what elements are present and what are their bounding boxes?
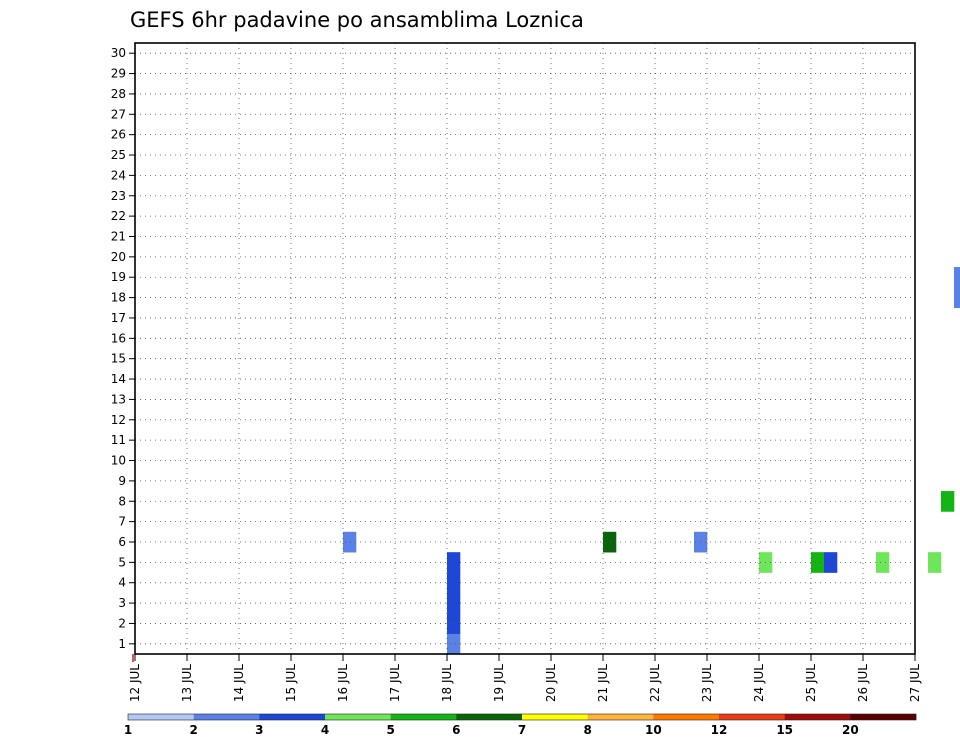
x-tick-label: 23 JUL [700,664,714,702]
colorbar-swatch [784,714,851,720]
colorbar-swatch [390,714,457,720]
colorbar-swatch [259,714,326,720]
y-tick-label: 21 [111,229,126,243]
y-tick-label: 17 [111,311,126,325]
colorbar-swatch [522,714,588,720]
heatmap-cell [343,531,357,553]
colorbar-swatch [850,714,917,720]
x-tick-label: 25 JUL [804,664,818,702]
x-tick-label: 22 JUL [648,664,662,702]
chart-title: GEFS 6hr padavine po ansamblima Loznica [130,8,584,32]
x-tick-label: 12 JUL [128,664,142,702]
colorbar-label: 20 [842,723,859,737]
x-tick-label: 17 JUL [388,664,402,702]
y-tick-label: 5 [118,555,126,569]
colorbar-swatch [325,714,391,720]
colorbar-swatch [587,714,654,720]
heatmap-cell [954,267,960,288]
colorbar-label: 10 [645,723,662,737]
colorbar-swatch [193,714,260,720]
y-tick-label: 12 [111,413,126,427]
heatmap-cell [447,633,461,655]
heatmap-cell [876,552,890,573]
x-tick-label: 13 JUL [180,664,194,702]
y-tick-label: 10 [111,454,126,468]
x-tick-label: 24 JUL [752,664,766,702]
y-tick-label: 22 [111,209,126,223]
y-tick-label: 20 [111,250,126,264]
x-tick-label: 26 JUL [856,664,870,702]
y-tick-label: 18 [111,291,126,305]
x-tick-label: 19 JUL [492,664,506,702]
colorbar-label: 12 [711,723,728,737]
heatmap-cell [447,552,461,573]
colorbar: 1 2 3 4 5 6 7 8 10 12 15 20 [124,713,917,737]
x-tick-label: 27 JUL [908,664,922,702]
y-tick-label: 23 [111,189,126,203]
plot-frame [134,42,916,655]
y-tick-label: 29 [111,67,126,81]
heatmap-cell [811,552,825,573]
y-tick-label: 25 [111,148,126,162]
y-tick-label: 14 [111,372,126,386]
y-tick-label: 19 [111,270,126,284]
colorbar-frame [127,713,917,721]
x-tick-label: 15 JUL [284,664,298,702]
heatmap-cell [447,572,461,594]
colorbar-label: 1 [124,723,132,737]
colorbar-label: 15 [776,723,793,737]
y-tick-label: 13 [111,392,126,406]
colorbar-swatch [456,714,523,720]
colorbar-swatch [719,714,785,720]
heatmap-cell [941,491,955,512]
y-tick-label: 26 [111,128,126,142]
x-axis-ticks: 12 JUL 13 JUL 14 JUL 15 JUL 16 JUL 17 JUL 18 J… [128,654,922,702]
colorbar-label: 8 [583,723,591,737]
colorbar-swatch [653,714,720,720]
colorbar-label: 6 [452,723,460,737]
y-tick-label: 9 [118,474,126,488]
y-tick-label: 30 [111,46,126,60]
heatmap-cell [603,531,617,553]
x-tick-label: 21 JUL [596,664,610,702]
colorbar-swatch [128,714,194,720]
y-tick-label: 16 [111,331,126,345]
x-tick-label: 16 JUL [336,664,350,702]
colorbar-label: 3 [255,723,263,737]
y-tick-label: 1 [118,637,126,651]
colorbar-label: 5 [386,723,394,737]
y-tick-label: 11 [111,433,126,447]
x-tick-label: 14 JUL [232,664,246,702]
y-tick-label: 7 [118,515,126,529]
heatmap-cell [928,552,942,573]
y-tick-label: 27 [111,107,126,121]
colorbar-label: 2 [189,723,197,737]
colorbar-label: 4 [321,723,329,737]
y-tick-label: 3 [118,596,126,610]
heatmap-cell [447,592,461,614]
heatmap-cell [447,613,461,634]
colorbar-label: 7 [518,723,526,737]
y-tick-label: 24 [111,168,126,182]
heatmap-cell [954,287,960,309]
y-tick-label: 6 [118,535,126,549]
grid-lines [134,43,916,654]
x-tick-label: 20 JUL [544,664,558,702]
y-axis-ticks: 1234567891011121314151617181920212223242… [111,46,135,651]
y-tick-label: 28 [111,87,126,101]
y-tick-label: 15 [111,352,126,366]
y-tick-label: 2 [118,616,126,630]
x-tick-label: 18 JUL [440,664,454,702]
y-tick-label: 4 [118,576,126,590]
y-tick-label: 8 [118,494,126,508]
